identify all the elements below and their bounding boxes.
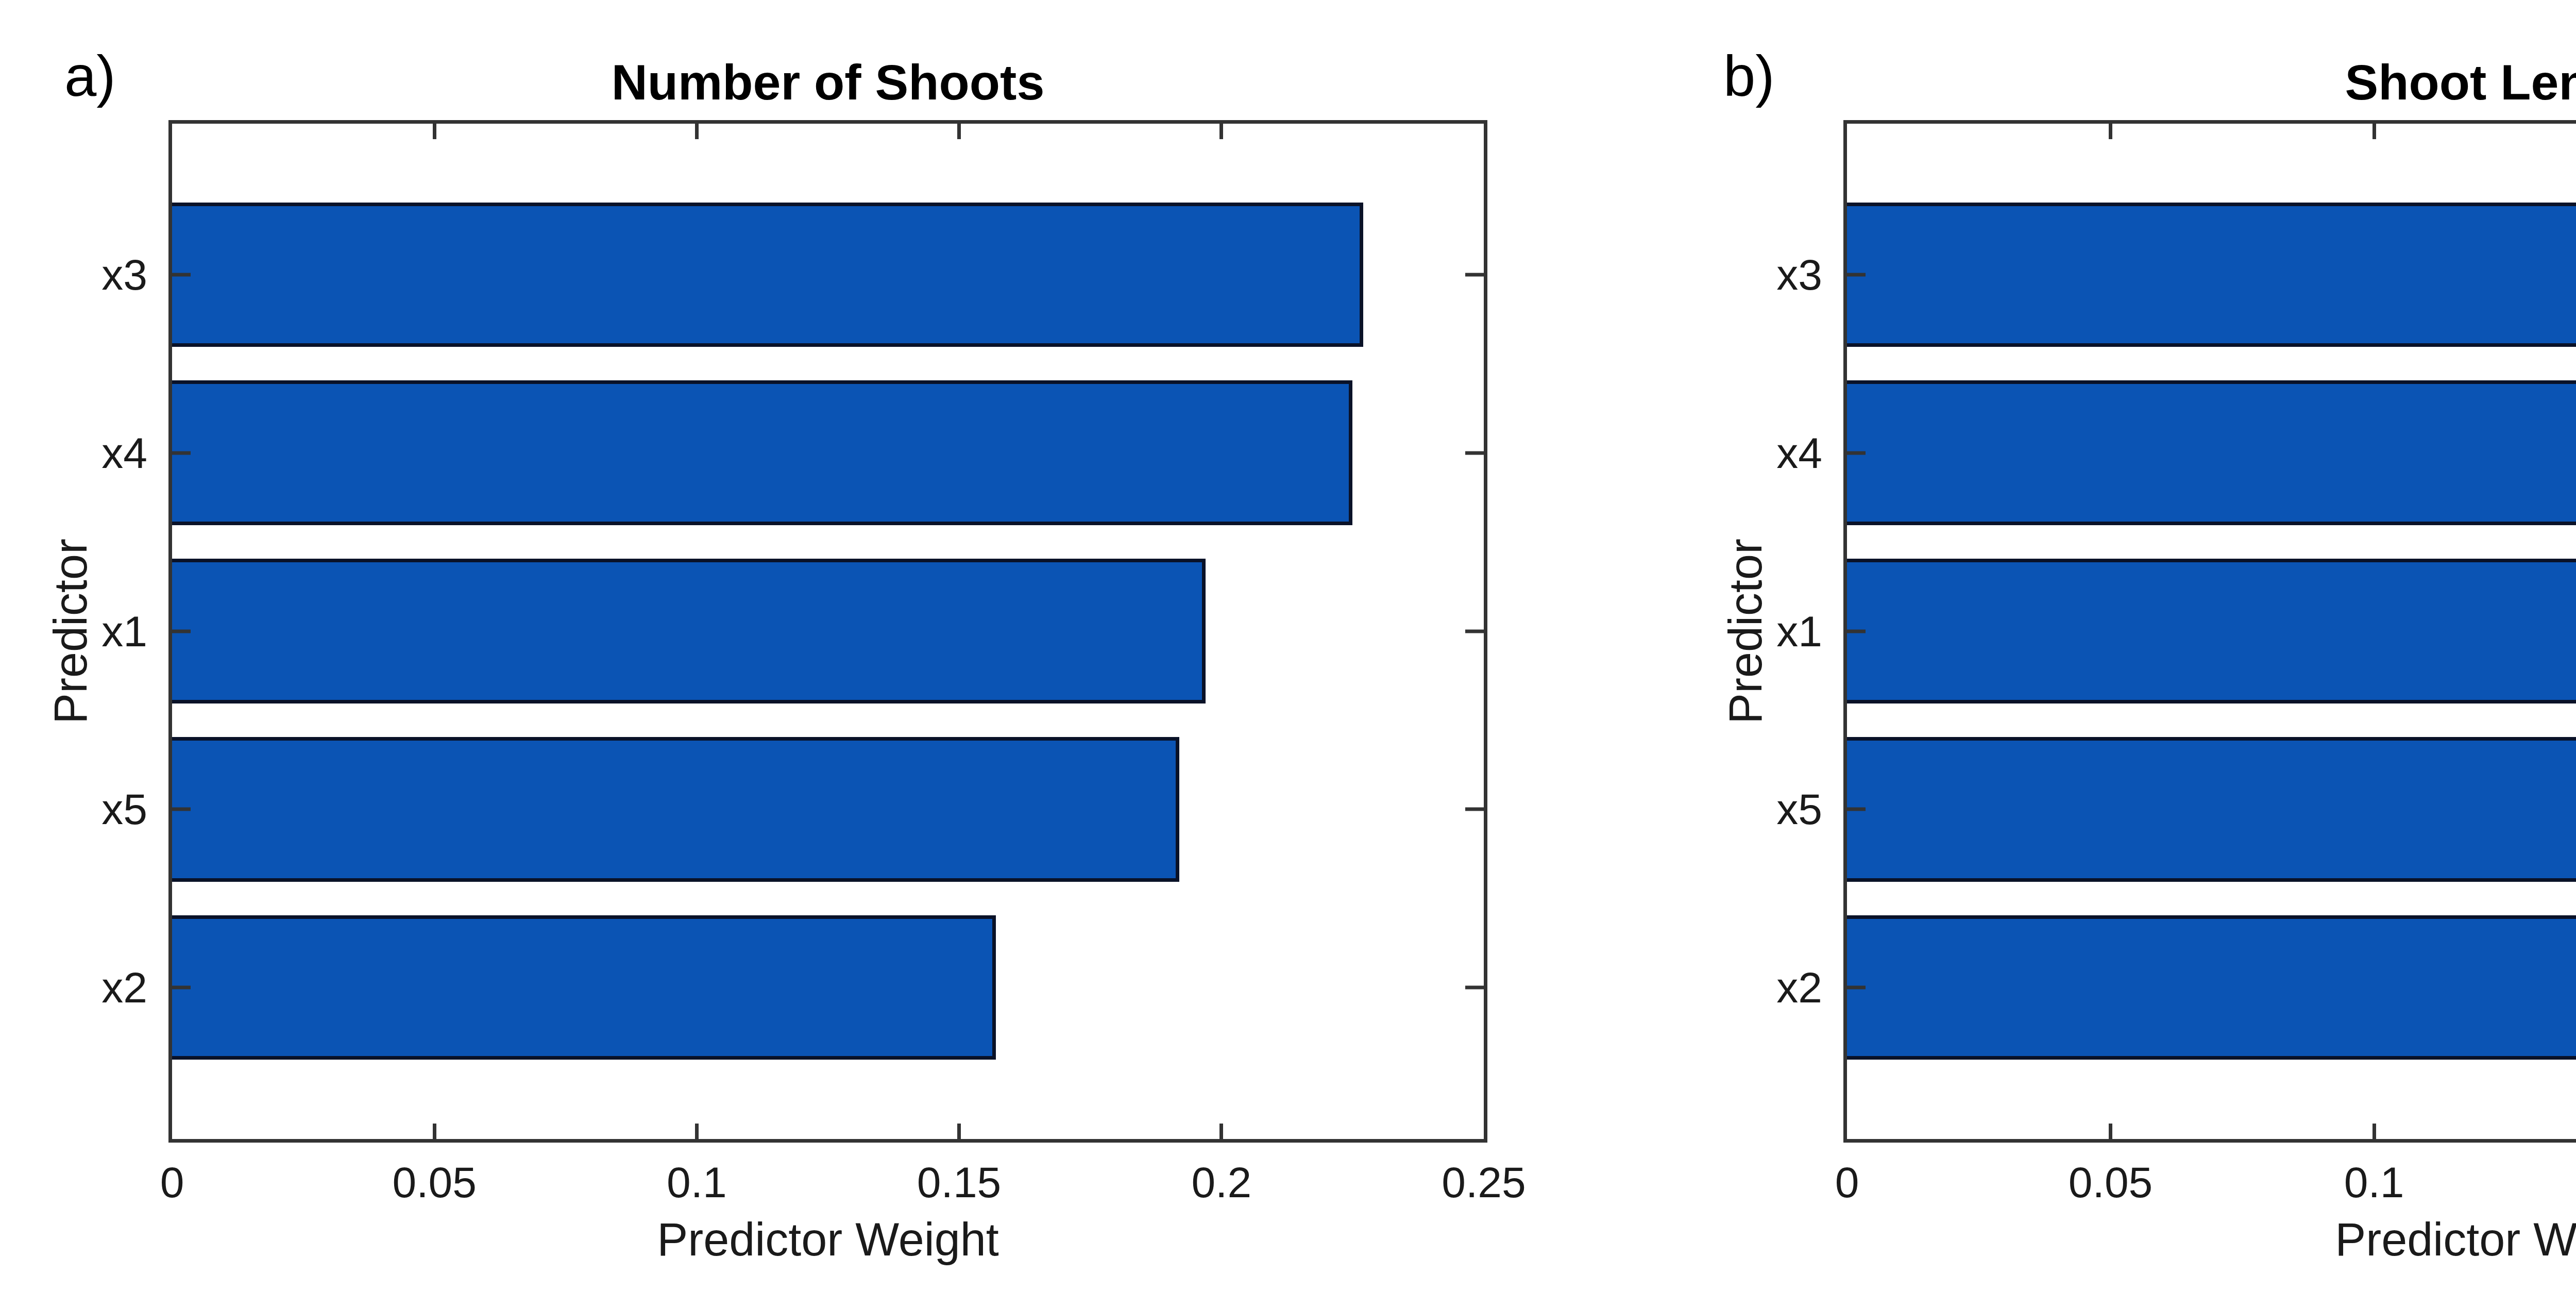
bar-x1 [172,559,1206,703]
y-tick-right-x3 [1465,273,1484,277]
y-tick-left-x2 [172,985,191,989]
panel-a-title: Number of Shoots [172,57,1484,107]
x-tick-top-0.15 [957,124,961,139]
y-tick-label-x3: x3 [101,253,147,296]
x-tick-bottom-0.15 [957,1124,961,1139]
panel-a-plot-area: Number of Shoots Predictor Predictor Wei… [168,120,1487,1143]
bar-x5 [1847,737,2576,882]
bar-x5 [172,737,1179,882]
y-tick-left-x4 [1847,451,1866,455]
panel-a-x-axis-label: Predictor Weight [172,1216,1484,1263]
x-tick-label-0.2: 0.2 [1191,1161,1251,1204]
y-tick-right-x5 [1465,808,1484,811]
bar-x2 [1847,915,2576,1060]
x-tick-bottom-0.05 [2109,1124,2112,1139]
y-tick-left-x1 [1847,629,1866,633]
y-tick-label-x5: x5 [1776,788,1822,831]
x-tick-label-0.05: 0.05 [392,1161,477,1204]
y-tick-left-x4 [172,451,191,455]
y-tick-label-x1: x1 [1776,610,1822,653]
x-tick-bottom-0.1 [2372,1124,2376,1139]
x-tick-top-0.05 [433,124,436,139]
figure-canvas: a) b) Number of Shoots Predictor Predict… [0,0,2576,1290]
y-tick-left-x5 [172,808,191,811]
x-tick-label-0.1: 0.1 [2344,1161,2404,1204]
panel-a-y-axis-label: Predictor [47,539,94,724]
x-tick-bottom-0.05 [433,1124,436,1139]
y-tick-label-x5: x5 [101,788,147,831]
panel-b-tag: b) [1723,47,1775,105]
x-tick-label-0: 0 [1835,1161,1859,1204]
y-tick-label-x1: x1 [101,610,147,653]
x-tick-bottom-0.2 [1219,1124,1223,1139]
x-tick-label-0.05: 0.05 [2069,1161,2153,1204]
x-tick-top-0.1 [2372,124,2376,139]
y-tick-label-x4: x4 [1776,431,1822,475]
panel-b-y-axis-label: Predictor [1722,539,1769,724]
bar-x2 [172,915,996,1060]
panel-a-tag: a) [64,47,116,105]
panel-b-plot-area: Shoot Length Predictor Predictor Weight … [1843,120,2576,1143]
y-tick-label-x4: x4 [101,431,147,475]
y-tick-right-x4 [1465,451,1484,455]
x-tick-label-0: 0 [160,1161,184,1204]
y-tick-label-x2: x2 [1776,966,1822,1009]
y-tick-label-x2: x2 [101,966,147,1009]
x-tick-label-0.15: 0.15 [917,1161,1002,1204]
panel-b-title: Shoot Length [1847,57,2576,107]
x-tick-label-0.25: 0.25 [1442,1161,1526,1204]
bar-x1 [1847,559,2576,703]
x-tick-bottom-0.1 [695,1124,699,1139]
bar-x3 [1847,203,2576,347]
bar-x4 [172,380,1352,525]
y-tick-right-x2 [1465,985,1484,989]
bar-x4 [1847,380,2576,525]
x-tick-label-0.1: 0.1 [667,1161,727,1204]
y-tick-left-x3 [1847,273,1866,277]
x-tick-top-0.1 [695,124,699,139]
y-tick-right-x1 [1465,629,1484,633]
y-tick-label-x3: x3 [1776,253,1822,296]
y-tick-left-x5 [1847,808,1866,811]
x-tick-top-0.05 [2109,124,2112,139]
y-tick-left-x1 [172,629,191,633]
y-tick-left-x3 [172,273,191,277]
y-tick-left-x2 [1847,985,1866,989]
panel-b-x-axis-label: Predictor Weight [1847,1216,2576,1263]
bar-x3 [172,203,1363,347]
x-tick-top-0.2 [1219,124,1223,139]
